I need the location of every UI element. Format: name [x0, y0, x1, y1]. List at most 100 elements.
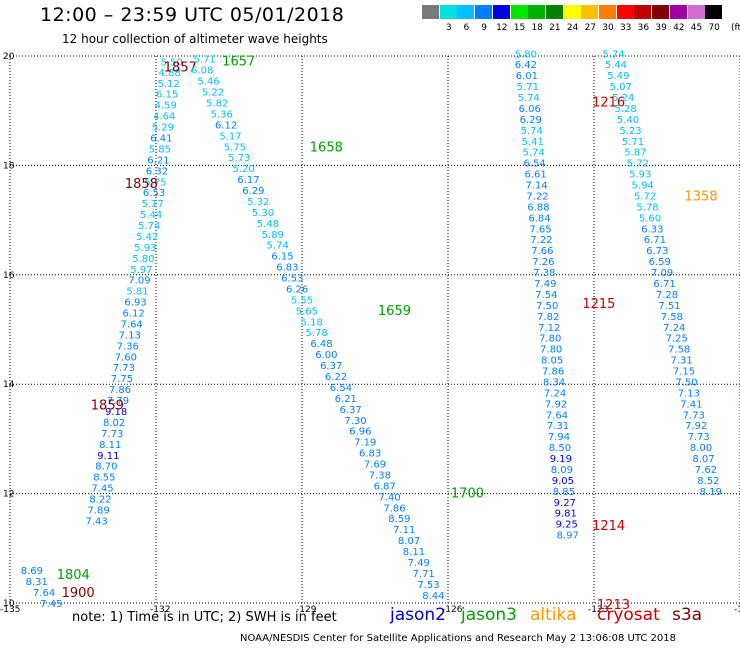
wave-height-value: 5.42: [136, 232, 158, 243]
wave-height-value: 8.70: [95, 462, 117, 473]
wave-height-value: 8.69: [21, 566, 43, 577]
wave-height-value: 5.72: [634, 191, 656, 202]
legend-swatch: [422, 5, 439, 19]
wave-height-value: 7.92: [685, 421, 707, 432]
wave-height-value: 6.41: [150, 134, 172, 145]
wave-height-value: 5.74: [138, 221, 160, 232]
wave-height-value: 4.64: [153, 112, 175, 123]
wave-height-value: 6.21: [147, 155, 169, 166]
wave-height-value: 7.09: [651, 268, 673, 279]
footnote: note: 1) Time is in UTC; 2) SWH is in fe…: [72, 610, 337, 625]
legend-label: 27: [584, 23, 597, 33]
wave-height-value: 7.09: [128, 276, 150, 287]
wave-height-value: 7.31: [547, 421, 569, 432]
legend-label: 45: [690, 23, 703, 33]
wave-height-value: 7.73: [101, 429, 123, 440]
wave-height-value: 7.64: [121, 319, 143, 330]
track-time-label: 1857: [164, 60, 197, 75]
wave-height-value: 7.50: [675, 377, 697, 388]
track-time-label: 1858: [125, 177, 158, 192]
wave-height-value: 7.86: [383, 503, 405, 514]
wave-height-value: 5.32: [247, 197, 269, 208]
wave-height-plot: -135 -132 -129 -126 -123 -120 20 18 16 14 12 10 5.50…: [0, 49, 740, 615]
wave-height-value: 6.71: [644, 235, 666, 246]
wave-height-value: 7.60: [115, 352, 137, 363]
wave-height-value: 6.00: [315, 350, 337, 361]
wave-height-value: 6.73: [646, 246, 668, 257]
track-time-label: 1900: [62, 586, 95, 601]
wave-height-value: 5.81: [126, 287, 148, 298]
wave-height-value: 9.18: [105, 407, 127, 418]
wave-height-value: 5.74: [521, 126, 543, 137]
wave-height-value: 5.49: [607, 71, 629, 82]
wave-height-value: 7.51: [658, 301, 680, 312]
legend-swatch: [475, 5, 493, 19]
wave-height-value: 5.23: [619, 126, 641, 137]
wave-height-value: 7.71: [413, 569, 435, 580]
legend-swatch: [652, 5, 670, 19]
wave-height-value: 7.53: [417, 580, 439, 591]
legend-swatch: [439, 5, 457, 19]
wave-height-value: 7.30: [344, 416, 366, 427]
wave-height-value: 5.18: [301, 317, 323, 328]
wave-height-value: 7.14: [525, 181, 547, 192]
wave-height-value: 5.93: [629, 170, 651, 181]
wave-height-value: 6.12: [122, 309, 144, 320]
wave-height-value: 7.24: [544, 388, 566, 399]
wave-height-value: 7.36: [117, 341, 139, 352]
legend-swatch: [599, 5, 616, 19]
wave-height-value: 5.74: [602, 49, 624, 60]
track-time-label: 1659: [378, 304, 411, 319]
x-tick-label: -126: [442, 605, 463, 615]
wave-height-value: 7.50: [536, 301, 558, 312]
wave-height-value: 8.07: [398, 536, 420, 547]
wave-height-value: 5.41: [522, 137, 544, 148]
wave-height-value: 5.50: [160, 57, 182, 68]
wave-height-value: 5.74: [267, 241, 289, 252]
legend-swatch: [492, 5, 510, 19]
wave-height-value: 8.11: [99, 440, 121, 451]
wave-height-value: 7.73: [113, 363, 135, 374]
legend-swatch: [687, 5, 705, 19]
wave-height-value: 5.22: [202, 88, 224, 99]
wave-height-value: 8.31: [26, 577, 48, 588]
wave-height-value: 5.55: [291, 295, 313, 306]
wave-height-value: 5.60: [639, 213, 661, 224]
wave-height-value: 5.72: [627, 159, 649, 170]
legend-swatch: [545, 5, 563, 19]
wave-height-value: 6.61: [524, 170, 546, 181]
wave-height-value: 5.74: [523, 148, 545, 159]
wave-height-value: 7.66: [531, 246, 553, 257]
wave-height-value: 8.07: [692, 454, 714, 465]
wave-height-value: 5.71: [622, 137, 644, 148]
credit-line: NOAA/NESDIS Center for Satellite Applica…: [240, 633, 676, 644]
wave-height-value: 5.94: [632, 181, 654, 192]
wave-height-value: 6.21: [335, 394, 357, 405]
x-tick-label: -132: [150, 605, 170, 615]
legend-label: 6: [463, 23, 470, 33]
wave-height-value: 5.73: [228, 153, 250, 164]
wave-height-value: 5.24: [612, 93, 634, 104]
legend-swatch: [669, 5, 687, 19]
wave-height-value: 7.11: [393, 525, 415, 536]
wave-height-value: 7.28: [656, 290, 678, 301]
wave-height-value: 5.30: [252, 208, 274, 219]
wave-height-value: 9.25: [556, 520, 578, 531]
wave-height-value: 5.28: [615, 104, 637, 115]
y-tick-label: 12: [3, 490, 14, 500]
wave-height-value: 7.15: [673, 367, 695, 378]
wave-height-value: 6.08: [191, 66, 213, 77]
wave-height-value: 5.80: [132, 254, 154, 265]
track-time-label: 1215: [582, 297, 615, 312]
wave-height-value: 7.22: [530, 235, 552, 246]
wave-height-value: 7.22: [526, 191, 548, 202]
legend-swatch: [510, 5, 528, 19]
wave-height-value: 5.78: [305, 328, 327, 339]
wave-height-value: 6.01: [516, 71, 538, 82]
wave-height-value: 5.75: [144, 177, 166, 188]
wave-height-value: 6.06: [519, 104, 541, 115]
x-tick-label: -123: [588, 605, 608, 615]
wave-height-value: 6.83: [276, 263, 298, 274]
wave-height-value: 6.37: [320, 361, 342, 372]
wave-height-value: 5.36: [211, 109, 233, 120]
